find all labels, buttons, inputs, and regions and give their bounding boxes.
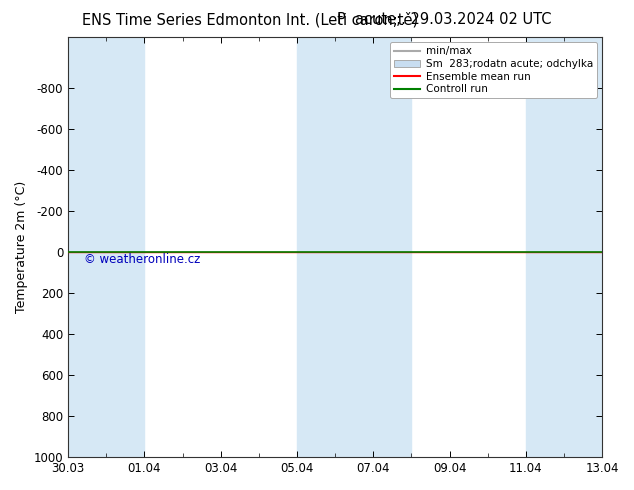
Text: P  acute;. 29.03.2024 02 UTC: P acute;. 29.03.2024 02 UTC [337,12,552,27]
Bar [297,37,411,457]
Text: ENS Time Series Edmonton Int. (Leti caron;tě): ENS Time Series Edmonton Int. (Leti caro… [82,12,418,28]
Legend: min/max, Sm  283;rodatn acute; odchylka, Ensemble mean run, Controll run: min/max, Sm 283;rodatn acute; odchylka, … [390,42,597,98]
Bar [68,37,145,457]
Text: © weatheronline.cz: © weatheronline.cz [84,253,200,267]
Bar [526,37,602,457]
Y-axis label: Temperature 2m (°C): Temperature 2m (°C) [15,181,28,313]
